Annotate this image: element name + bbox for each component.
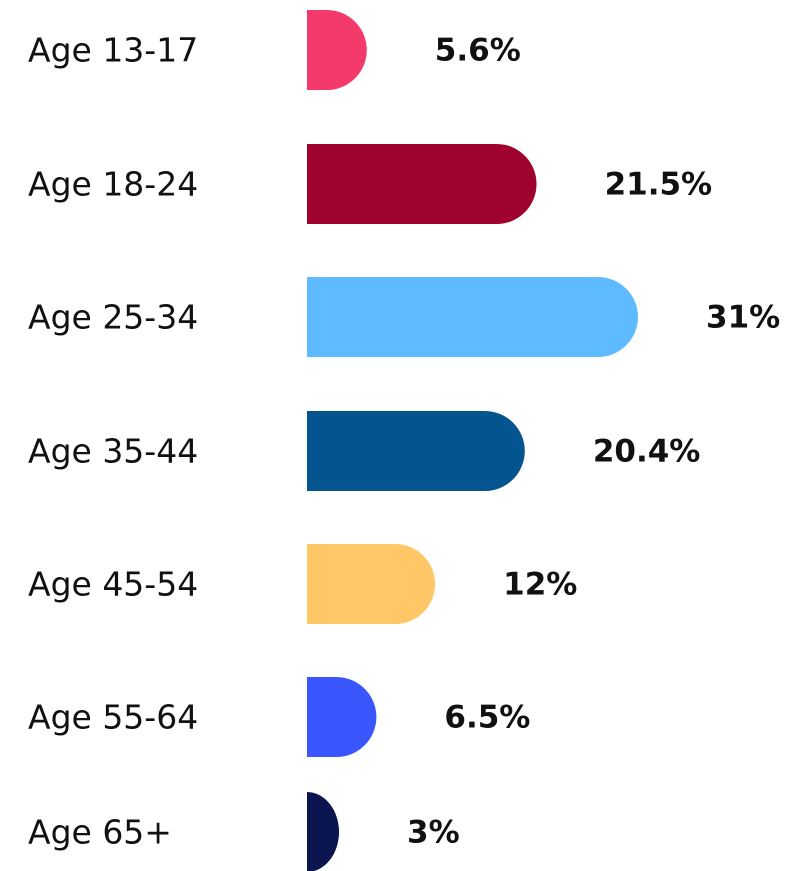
category-label: Age 35-44: [28, 432, 198, 471]
category-label: Age 18-24: [28, 165, 198, 204]
bar: [307, 544, 436, 624]
bar: [307, 144, 537, 224]
value-label: 3%: [407, 815, 460, 851]
value-label: 31%: [706, 300, 780, 336]
bar: [307, 792, 340, 871]
category-label: Age 45-54: [28, 565, 198, 604]
value-label: 6.5%: [444, 700, 530, 736]
value-label: 20.4%: [593, 434, 701, 470]
category-label: Age 55-64: [28, 698, 198, 737]
category-label: Age 65+: [28, 813, 172, 852]
value-label: 21.5%: [605, 167, 713, 203]
value-label: 5.6%: [435, 33, 521, 69]
category-label: Age 13-17: [28, 31, 198, 70]
category-label: Age 25-34: [28, 298, 198, 337]
bar: [307, 411, 525, 491]
bar: [307, 10, 367, 90]
bar: [307, 277, 638, 357]
value-label: 12%: [503, 567, 577, 603]
bar: [307, 677, 377, 757]
